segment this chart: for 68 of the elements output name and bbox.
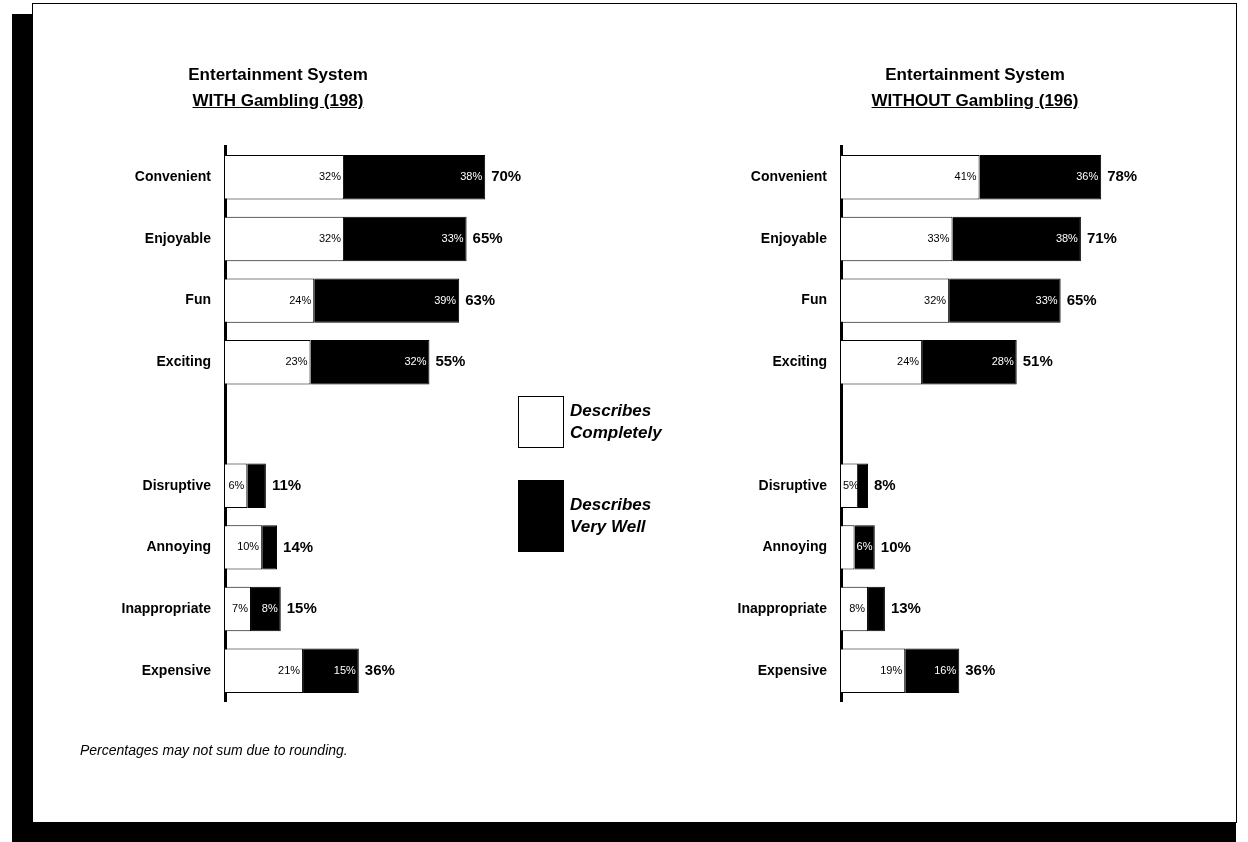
y-tick-label: Fun xyxy=(185,291,211,308)
total-label: 15% xyxy=(286,599,317,617)
data-label: 23% xyxy=(285,355,308,368)
data-label: 16% xyxy=(934,663,957,676)
data-label: 24% xyxy=(289,293,312,306)
total-label: 13% xyxy=(890,599,921,617)
y-tick-label: Exciting xyxy=(156,353,211,370)
data-label: 41% xyxy=(954,170,977,183)
chart-subtitle: WITH Gambling (198) xyxy=(192,91,364,110)
data-label: 36% xyxy=(1076,170,1099,183)
data-label: 32% xyxy=(318,170,342,183)
text: Percentages may not sum due to rounding. xyxy=(80,742,348,758)
total-label: 63% xyxy=(465,290,496,308)
total-label: 11% xyxy=(271,475,302,493)
bar xyxy=(314,278,460,323)
data-label: 15% xyxy=(333,663,357,676)
data-label: 38% xyxy=(460,170,483,183)
data-label: 32% xyxy=(924,293,947,306)
y-tick-label: Annoying xyxy=(146,538,211,555)
y-tick-label: Convenient xyxy=(134,168,212,185)
y-tick-label: Fun xyxy=(801,291,827,308)
y-tick-label: Inappropriate xyxy=(121,599,212,616)
y-tick-label: Expensive xyxy=(757,661,828,678)
data-label: 24% xyxy=(897,355,920,368)
total-label: 51% xyxy=(1022,352,1053,370)
data-label: 38% xyxy=(1055,231,1079,244)
data-label: 33% xyxy=(1035,293,1058,306)
y-tick-label: Inappropriate xyxy=(737,599,828,616)
bar xyxy=(949,278,1061,323)
y-tick-label: Expensive xyxy=(141,661,212,678)
total-label: 36% xyxy=(364,660,395,678)
total-label: 55% xyxy=(435,352,466,370)
data-label: 10% xyxy=(237,540,260,553)
total-label: 78% xyxy=(1107,167,1138,185)
total-label: 8% xyxy=(874,475,896,493)
data-label: 8% xyxy=(261,602,278,615)
data-label: 32% xyxy=(404,355,427,368)
data-label: 39% xyxy=(434,293,457,306)
y-tick-label: Convenient xyxy=(750,168,828,185)
y-tick-label: Enjoyable xyxy=(144,229,212,246)
data-label: 28% xyxy=(991,355,1014,368)
total-label: 14% xyxy=(283,537,314,555)
y-tick-label: Disruptive xyxy=(758,476,828,493)
chart-title: Entertainment System xyxy=(884,64,1066,86)
y-tick-label: Annoying xyxy=(762,538,827,555)
total-label: 65% xyxy=(472,229,503,247)
total-label: 65% xyxy=(1066,290,1097,308)
data-label: 33% xyxy=(927,231,950,244)
text: Describes Completely xyxy=(570,400,663,444)
y-tick-label: Exciting xyxy=(772,353,827,370)
y-tick-label: Enjoyable xyxy=(760,229,828,246)
data-label: 21% xyxy=(278,663,301,676)
data-label: 6% xyxy=(856,540,873,553)
chart-title: Entertainment System xyxy=(187,64,369,86)
total-label: 70% xyxy=(491,167,522,185)
y-tick-label: Disruptive xyxy=(142,476,212,493)
chart-subtitle: WITHOUT Gambling (196) xyxy=(871,91,1079,110)
data-label: 19% xyxy=(880,663,903,676)
bar xyxy=(262,525,278,570)
data-label: 7% xyxy=(232,602,249,615)
total-label: 71% xyxy=(1086,229,1117,247)
data-label: 33% xyxy=(441,231,464,244)
text: Describes Very Well xyxy=(570,494,653,538)
total-label: 36% xyxy=(965,660,996,678)
data-label: 6% xyxy=(228,478,245,491)
total-label: 10% xyxy=(880,537,911,555)
data-label: 32% xyxy=(318,231,342,244)
data-label: 8% xyxy=(849,602,866,615)
